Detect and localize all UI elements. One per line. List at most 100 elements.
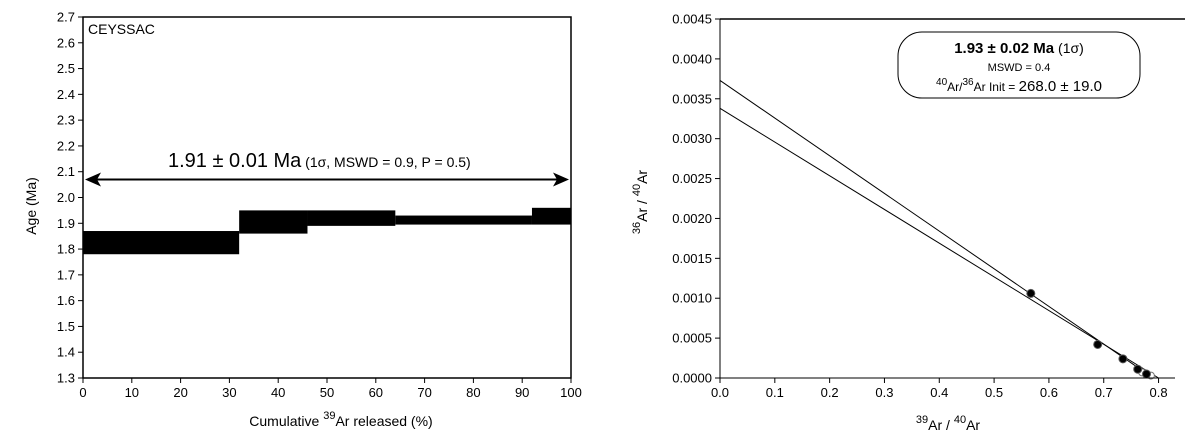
plateau-x-tick-label: 70 xyxy=(417,385,431,400)
plateau-x-label: Cumulative 39Ar released (%) xyxy=(249,410,432,429)
plateau-step xyxy=(395,215,532,225)
plateau-x-tick-label: 60 xyxy=(369,385,383,400)
plateau-y-tick-label: 1.7 xyxy=(57,267,75,282)
isochron-y-axis: 0.0000 0.0005 0.0010 0.0015 0.0020 0.0025 0.00… xyxy=(672,12,720,386)
ratio-b: Ar Init = xyxy=(974,80,1019,94)
plateau-x-tick-label: 50 xyxy=(320,385,334,400)
ix-sup1: 39 xyxy=(916,414,928,426)
plateau-x-tick-label: 30 xyxy=(222,385,236,400)
ix-post: Ar xyxy=(966,417,980,433)
isochron-x-tick-label: 0.0 xyxy=(711,385,729,400)
plateau-y-tick-label: 2.2 xyxy=(57,138,75,153)
plateau-x-tick-label: 20 xyxy=(173,385,187,400)
iy-sup2: 40 xyxy=(631,184,643,196)
isochron-point xyxy=(1133,364,1143,374)
plateau-y-tick-label: 1.4 xyxy=(57,345,75,360)
plateau-y-tick-label: 2.3 xyxy=(57,113,75,128)
plateau-y-tick-label: 2.5 xyxy=(57,61,75,76)
plateau-steps xyxy=(83,207,571,255)
isochron-mswd: MSWD = 0.4 xyxy=(988,62,1051,74)
plateau-y-tick-label: 1.9 xyxy=(57,216,75,231)
ix-sup2: 40 xyxy=(954,414,966,426)
isochron-x-tick-label: 0.2 xyxy=(821,385,839,400)
isochron-age-sigma: (1σ) xyxy=(1054,40,1084,56)
plateau-age: 1.91 ± 0.01 Ma xyxy=(168,150,302,172)
plateau-step xyxy=(83,231,240,255)
isochron-point xyxy=(1093,339,1103,349)
plateau-stats: (1σ, MSWD = 0.9, P = 0.5) xyxy=(301,154,470,170)
plateau-x-tick-label: 0 xyxy=(79,385,86,400)
ratio-sup1: 40 xyxy=(936,77,948,88)
plateau-y-tick-label: 2.7 xyxy=(57,10,75,25)
plateau-x-label-post: Ar released (%) xyxy=(335,413,432,429)
plateau-arrow xyxy=(85,172,569,187)
iy-mid: Ar / xyxy=(634,196,650,222)
plateau-y-label: Age (Ma) xyxy=(23,177,39,235)
isochron-line xyxy=(719,107,1159,379)
plateau-x-tick-label: 90 xyxy=(515,385,529,400)
plateau-step xyxy=(239,210,308,234)
sample-label: CEYSSAC xyxy=(88,21,155,37)
plateau-y-tick-label: 1.6 xyxy=(57,293,75,308)
plateau-x-label-pre: Cumulative xyxy=(249,413,323,429)
isochron-y-tick-label: 0.0035 xyxy=(672,91,712,106)
isochron-y-tick-label: 0.0020 xyxy=(672,211,712,226)
isochron-x-tick-label: 0.5 xyxy=(985,385,1003,400)
plateau-x-axis: 0 10 20 30 40 50 60 70 80 90 100 xyxy=(79,378,582,400)
plateau-x-label-sup: 39 xyxy=(323,410,335,422)
isochron-lines xyxy=(719,80,1159,379)
isochron-y-tick-label: 0.0010 xyxy=(672,291,712,306)
plateau-x-tick-label: 10 xyxy=(125,385,139,400)
isochron-y-tick-label: 0.0000 xyxy=(672,371,712,386)
isochron-y-tick-label: 0.0025 xyxy=(672,171,712,186)
isochron-x-axis: 0.0 0.1 0.2 0.3 0.4 0.5 0.6 0.7 0.8 xyxy=(711,378,1168,400)
plateau-chart: 1.3 1.4 1.5 1.6 1.7 1.8 1.9 2.0 2.1 2.2 2.3 2.4 2.5 2… xyxy=(23,10,582,430)
isochron-y-tick-label: 0.0015 xyxy=(672,251,712,266)
plateau-step xyxy=(307,210,396,226)
plateau-y-tick-label: 1.3 xyxy=(57,371,75,386)
isochron-x-tick-label: 0.1 xyxy=(766,385,784,400)
isochron-point xyxy=(1118,354,1128,364)
plateau-plot-frame xyxy=(82,16,572,379)
isochron-y-tick-label: 0.0030 xyxy=(672,131,712,146)
plateau-y-tick-label: 1.8 xyxy=(57,242,75,257)
isochron-y-tick-label: 0.0045 xyxy=(672,12,712,27)
isochron-age-value: 1.93 ± 0.02 Ma xyxy=(954,40,1055,57)
plateau-x-tick-label: 100 xyxy=(560,385,582,400)
isochron-y-tick-label: 0.0040 xyxy=(672,51,712,66)
plateau-y-tick-label: 2.4 xyxy=(57,87,75,102)
isochron-x-label: 39Ar / 40Ar xyxy=(916,414,981,433)
iy-sup1: 36 xyxy=(631,222,643,234)
isochron-x-tick-label: 0.3 xyxy=(875,385,893,400)
plateau-y-axis: 1.3 1.4 1.5 1.6 1.7 1.8 1.9 2.0 2.1 2.2 2.3 2.4 2.5 2… xyxy=(57,10,83,386)
isochron-x-tick-label: 0.4 xyxy=(930,385,948,400)
isochron-points xyxy=(1026,288,1155,380)
ix-mid: Ar / xyxy=(928,417,954,433)
isochron-x-tick-label: 0.6 xyxy=(1040,385,1058,400)
plateau-y-tick-label: 2.0 xyxy=(57,190,75,205)
plateau-x-tick-label: 40 xyxy=(271,385,285,400)
plateau-arrow-head-right xyxy=(553,172,569,187)
isochron-y-label: 36Ar / 40Ar xyxy=(631,170,650,235)
isochron-chart: 0.00000.00050.00100.00150.00200.00250.00… xyxy=(631,12,1185,433)
plateau-y-tick-label: 2.6 xyxy=(57,35,75,50)
isochron-point xyxy=(1141,369,1151,379)
isochron-x-tick-label: 0.8 xyxy=(1150,385,1168,400)
plateau-x-tick-label: 80 xyxy=(466,385,480,400)
plateau-y-tick-label: 2.1 xyxy=(57,164,75,179)
ratio-a: Ar/ xyxy=(947,80,963,94)
ratio-value: 268.0 ± 19.0 xyxy=(1019,78,1102,95)
plateau-arrow-head-left xyxy=(85,172,101,187)
isochron-point xyxy=(1026,288,1036,298)
isochron-result-box: 1.93 ± 0.02 Ma (1σ) MSWD = 0.4 40Ar/36Ar… xyxy=(897,31,1141,99)
iy-post: Ar xyxy=(634,170,650,184)
isochron-initial-ratio: 40Ar/36Ar Init = 268.0 ± 19.0 xyxy=(936,77,1102,95)
isochron-x-tick-label: 0.7 xyxy=(1095,385,1113,400)
ratio-sup2: 36 xyxy=(963,77,975,88)
plateau-y-tick-label: 1.5 xyxy=(57,319,75,334)
plateau-step xyxy=(531,207,571,225)
isochron-y-tick-label: 0.0005 xyxy=(672,331,712,346)
isochron-line xyxy=(719,80,1154,379)
isochron-age: 1.93 ± 0.02 Ma (1σ) xyxy=(954,40,1084,57)
